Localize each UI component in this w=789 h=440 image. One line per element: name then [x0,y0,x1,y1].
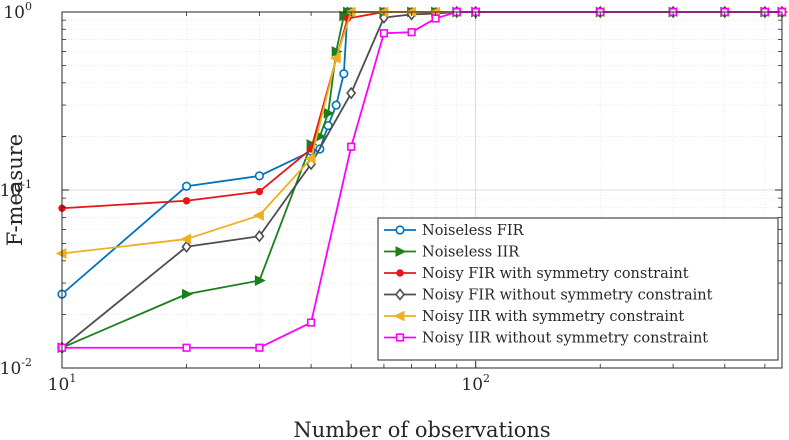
legend-entries: Noiseless FIR Noiseless IIR Noisy FIR with… [384,223,713,347]
x-tick-labels: 101 102 [48,372,490,395]
legend-marker [395,333,405,342]
legend-marker [395,246,407,257]
data-point [182,197,191,205]
legend-entry: Noisy FIR without symmetry constraint [384,288,713,304]
data-point [346,86,357,100]
legend-label: Noiseless FIR [422,223,525,239]
y-tick-label: 100 [3,0,32,23]
data-point [180,233,192,245]
data-point [55,248,67,259]
legend-label: Noisy FIR without symmetry constraint [422,288,713,304]
data-point [306,318,316,327]
legend-marker [396,269,404,277]
data-point [407,28,416,37]
data-point [323,107,335,119]
data-point [255,187,264,196]
tick-marks [61,11,782,369]
legend-marker [394,288,406,301]
legend-marker [395,225,405,235]
x-tick-label: 102 [461,372,490,395]
data-point [254,275,266,286]
y-axis-label: F-measure [3,134,27,246]
data-point [329,52,341,64]
data-point [182,343,191,352]
legend-label: Noisy FIR with symmetry constraint [422,266,689,282]
legend-entry: Noiseless FIR [384,223,525,239]
data-point [181,181,192,191]
legend-label: Noisy IIR with symmetry constraint [422,309,684,325]
data-point [304,153,316,165]
data-point [331,100,341,110]
data-point [347,142,356,151]
data-point [182,288,193,300]
data-point [254,171,264,181]
legend-entry: Noiseless IIR [384,245,520,261]
legend-marker [393,310,405,322]
data-point [254,229,265,243]
data-point [255,343,264,352]
legend: Noiseless FIR Noiseless IIR Noisy FIR with… [377,217,779,361]
data-point [339,69,349,79]
legend-label: Noiseless IIR [422,245,520,261]
x-axis-label: Number of observations [293,418,550,440]
legend-label: Noisy IIR without symmetry constraint [422,331,708,347]
legend-entry: Noisy IIR with symmetry constraint [384,309,684,325]
data-point [253,209,264,221]
legend-entry: Noisy IIR without symmetry constraint [384,331,708,347]
x-tick-label: 101 [48,372,77,395]
data-point [181,240,192,254]
legend-box [377,217,779,361]
data-point [431,14,440,23]
data-point [379,29,389,38]
legend-entry: Noisy FIR with symmetry constraint [384,266,689,282]
y-tick-label: 10-2 [0,356,32,379]
